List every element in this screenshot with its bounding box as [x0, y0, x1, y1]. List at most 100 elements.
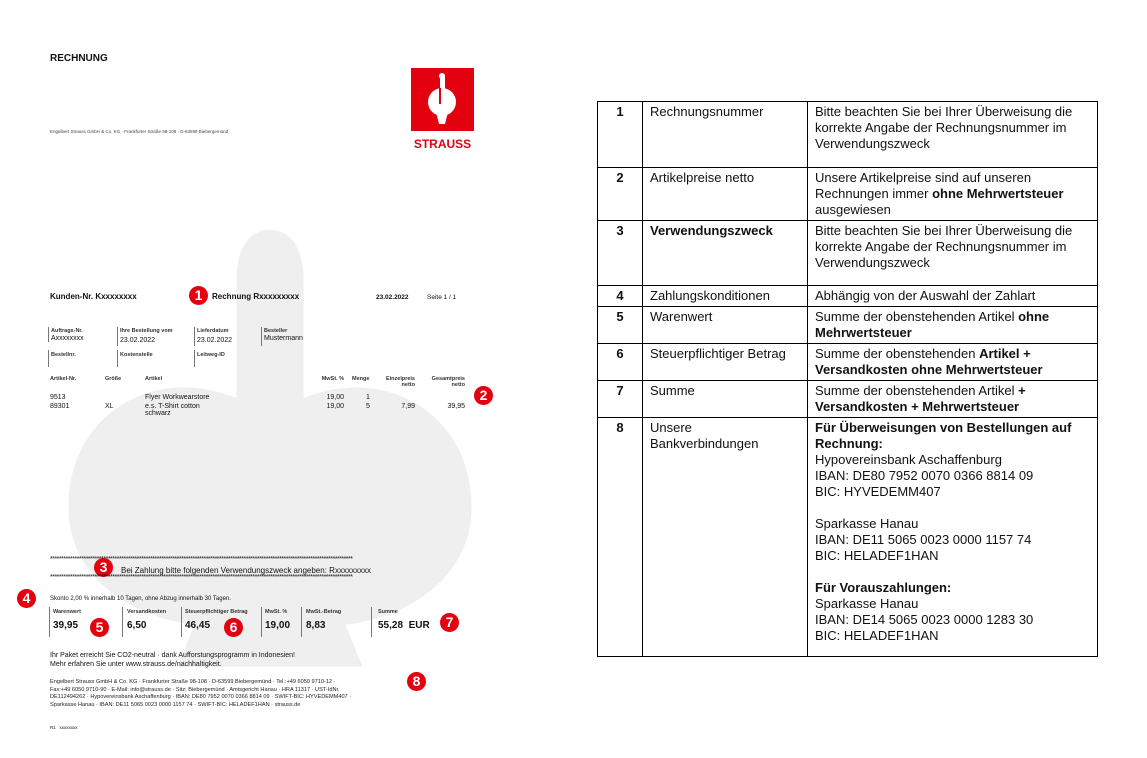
col-header: Artikel-Nr.: [50, 376, 77, 382]
page-number: Seite 1 / 1: [427, 294, 457, 301]
text: Summe der obenstehenden Artikel: [815, 383, 1019, 398]
co2-line-1: Ihr Paket erreicht Sie CO2-neutral · dan…: [50, 652, 295, 659]
legend-row: 7 Summe Summe der obenstehenden Artikel + …: [597, 380, 1098, 418]
field-label: Auftrags-Nr.: [51, 328, 83, 334]
legend-number: 5: [597, 306, 643, 344]
field-label: Besteller: [264, 328, 288, 334]
strauss-logo: [411, 68, 474, 131]
text: Summe der obenstehenden Artikel: [815, 309, 1019, 324]
total-sum: 55,28 EUR: [378, 620, 430, 631]
field-label: Ihre Bestellung vom: [120, 328, 173, 334]
legend-number: 2: [597, 167, 643, 221]
total-label: Summe: [378, 609, 398, 615]
marker-1: 1: [189, 286, 208, 305]
total-label: MwSt.-Betrag: [306, 609, 342, 615]
field-value: 23.02.2022: [197, 337, 233, 344]
legend-term: Warenwert: [642, 306, 808, 344]
legend-term: Zahlungskonditionen: [642, 285, 808, 307]
col-header: MwSt. %: [321, 376, 344, 382]
item-total: 39,95: [447, 403, 465, 410]
legend-row: 8 Unsere Bankverbindungen Für Überweisung…: [597, 417, 1098, 657]
bank-heading: Für Überweisungen von Bestellungen auf R…: [815, 420, 1072, 451]
legend-term: Rechnungsnummer: [642, 101, 808, 168]
separator-stars: ****************************************…: [50, 574, 353, 581]
total-value: 8,83: [306, 620, 326, 631]
purpose-ref: Rxxxxxxxxx: [329, 566, 371, 575]
text: ausgewiesen: [815, 202, 891, 217]
legend-table: 1 Rechnungsnummer Bitte beachten Sie bei I…: [597, 101, 1098, 657]
text: + Versandkosten + Mehrwertsteuer: [815, 383, 1026, 414]
text: Summe der obenstehenden: [815, 346, 980, 361]
legend-term: Unsere Bankverbindungen: [642, 417, 808, 657]
item-size: XL: [105, 403, 114, 410]
legend-number: 7: [597, 380, 643, 418]
marker-4: 4: [17, 589, 36, 608]
strauss-watermark: [68, 230, 472, 667]
legend-row: 2 Artikelpreise netto Unsere Artikelpreise…: [597, 167, 1098, 221]
bank-iban: IBAN: DE11 5065 0023 0000 1157 74: [815, 532, 1032, 547]
text: ohne Mehrwertsteuer: [932, 186, 1064, 201]
bank-iban: IBAN: DE14 5065 0023 0000 1283 30: [815, 612, 1034, 627]
text: Unsere Artikelpreise sind auf unseren Re…: [815, 170, 1032, 201]
bank-name: Sparkasse Hanau: [815, 516, 919, 531]
marker-7: 7: [440, 613, 459, 632]
footer-line: Engelbert Strauss GmbH & Co. KG · Frankf…: [50, 679, 336, 685]
bank-name: Hypovereinsbank Aschaffenburg: [815, 452, 1002, 467]
co2-line-2: Mehr erfahren Sie unter www.strauss.de/n…: [50, 661, 222, 668]
footer-line: Sparkasse Hanau · IBAN: DE11 5065 0023 0…: [50, 701, 301, 708]
invoice-date: 23.02.2022: [376, 294, 409, 301]
bank-bic: BIC: HELADEF1HAN: [815, 548, 939, 563]
col-header: Menge: [352, 376, 370, 382]
item-nr: 89301: [50, 403, 70, 410]
field-value: Axxxxxxxx: [51, 335, 84, 342]
text: ohne Mehrwertsteuer: [815, 309, 1050, 340]
legend-desc: Summe der obenstehenden Artikel + Versan…: [807, 380, 1098, 418]
legend-number: 4: [597, 285, 643, 307]
field-value: 23.02.2022: [120, 337, 156, 344]
item-nr: 9513: [50, 394, 66, 401]
company-footer: Engelbert Strauss GmbH & Co. KG · Frankf…: [50, 679, 351, 709]
legend-term: Summe: [642, 380, 808, 418]
item-qty: 5: [366, 403, 370, 410]
field-label: Kostenstelle: [120, 352, 153, 358]
legend-number: 1: [597, 101, 643, 168]
col-header: Artikel: [145, 376, 163, 382]
legend-term: Artikelpreise netto: [642, 167, 808, 221]
invoice-title: RECHNUNG: [50, 53, 108, 64]
bank-bic: BIC: HELADEF1HAN: [815, 628, 939, 643]
total-label: Versandkosten: [127, 609, 167, 615]
customer-number: Kunden-Nr. Kxxxxxxxx: [50, 292, 137, 301]
sender-line: Engelbert Strauss GmbH & Co. KG · Frankf…: [50, 129, 229, 134]
separator-stars: ****************************************…: [50, 556, 353, 563]
item-article: e.s. T-Shirt cotton schwarz: [145, 403, 200, 417]
total-value: 19,00: [265, 620, 291, 631]
payment-terms: Skonto 2,00 % innerhalb 10 Tagen, ohne A…: [50, 596, 231, 602]
legend-bank-details: Für Überweisungen von Bestellungen auf R…: [807, 417, 1098, 657]
legend-number: 8: [597, 417, 643, 657]
footer-line: DE112494262 · Hypovereinsbank Aschaffenb…: [50, 694, 352, 700]
legend-number: 3: [597, 220, 643, 286]
invoice-number: Rechnung Rxxxxxxxxx: [212, 292, 300, 301]
legend-desc: Summe der obenstehenden Artikel ohne Meh…: [807, 306, 1098, 344]
legend-desc: Bitte beachten Sie bei Ihrer Überweisung…: [807, 101, 1098, 168]
legend-row: 5 Warenwert Summe der obenstehenden Artike…: [597, 306, 1098, 344]
field-label: Leitweg-ID: [197, 352, 225, 358]
legend-row: 6 Steuerpflichtiger Betrag Summe der obens…: [597, 343, 1098, 381]
col-header: Größe: [105, 376, 122, 382]
field-label: Bestellnr.: [51, 352, 76, 358]
legend-number: 6: [597, 343, 643, 381]
item-article: Flyer Workwearstore: [145, 394, 210, 401]
field-label: Lieferdatum: [197, 328, 229, 334]
logo-text: STRAUSS: [413, 137, 472, 151]
marker-6: 6: [224, 618, 243, 637]
legend-term: Steuerpflichtiger Betrag: [642, 343, 808, 381]
text: Artikel + Versandkosten ohne Mehrwertste…: [815, 346, 1043, 377]
ostrich-icon: [428, 73, 456, 124]
col-header: Gesamtpreis netto: [431, 376, 465, 388]
total-label: Steuerpflichtiger Betrag: [185, 609, 248, 615]
item-unit-price: 7,99: [401, 403, 415, 410]
marker-5: 5: [90, 618, 109, 637]
legend-desc: Summe der obenstehenden Artikel + Versan…: [807, 343, 1098, 381]
col-header: Einzelpreis netto: [385, 376, 415, 388]
bank-heading: Für Vorauszahlungen:: [815, 580, 952, 595]
